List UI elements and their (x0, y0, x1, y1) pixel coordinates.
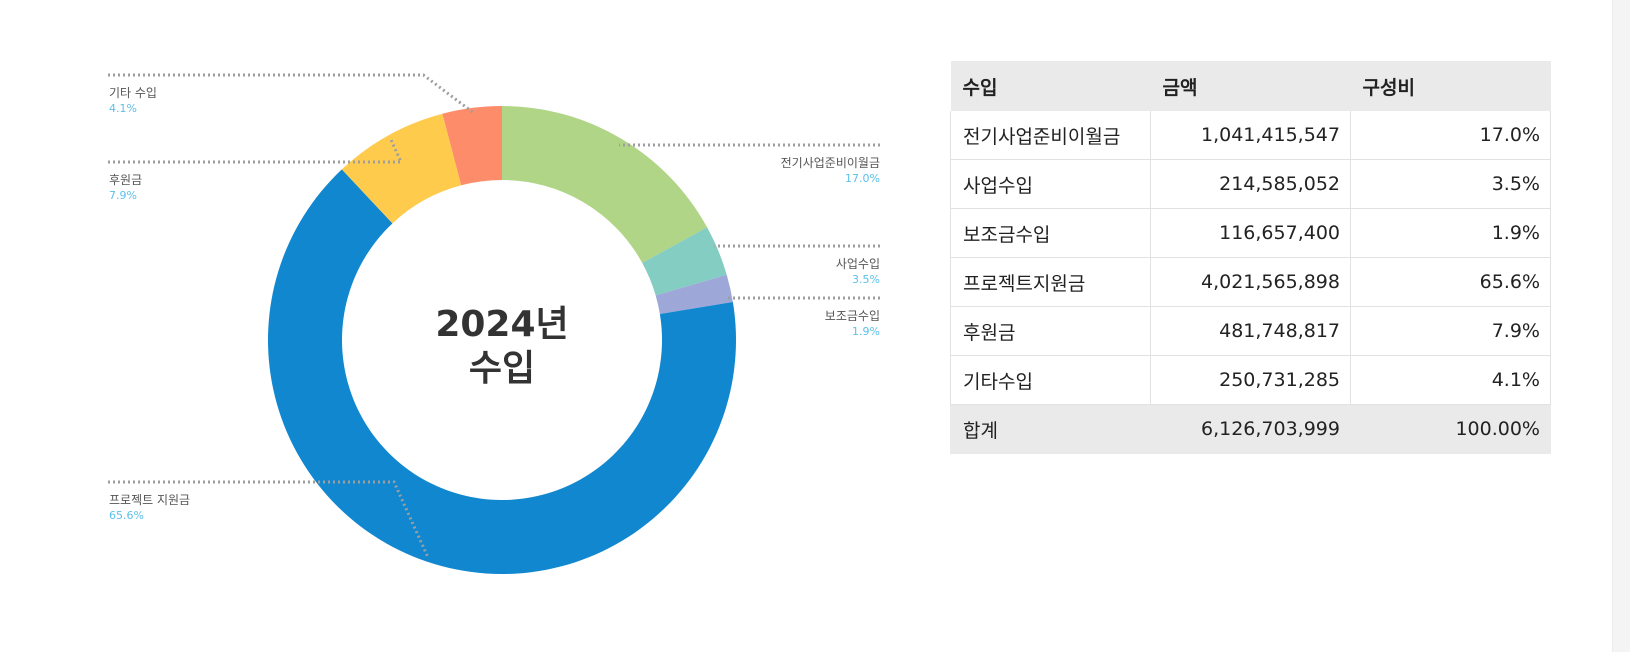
cell-item: 후원금 (950, 306, 1151, 356)
cell-amount: 481,748,817 (1150, 306, 1351, 356)
header-ratio: 구성비 (1350, 61, 1551, 111)
cell-amount: 250,731,285 (1150, 355, 1351, 405)
cell-ratio: 7.9% (1350, 306, 1551, 356)
callout-label: 사업수입 (836, 257, 880, 271)
donut-slice (341, 113, 462, 224)
cell-item: 사업수입 (950, 159, 1151, 209)
callout-percent: 1.9% (852, 325, 880, 338)
cell-amount: 116,657,400 (1150, 208, 1351, 258)
header-income: 수입 (950, 61, 1151, 111)
cell-ratio: 3.5% (1350, 159, 1551, 209)
table-row: 사업수입 214,585,052 3.5% (950, 159, 1551, 209)
cell-item: 보조금수입 (950, 208, 1151, 258)
income-table: 수입 금액 구성비 전기사업준비이월금 1,041,415,547 17.0% … (950, 61, 1551, 454)
callout-label: 기타 수입 (109, 86, 157, 100)
cell-amount: 1,041,415,547 (1150, 111, 1351, 160)
cell-amount: 214,585,052 (1150, 159, 1351, 209)
callout-label: 후원금 (109, 173, 142, 187)
callout-label: 보조금수입 (825, 309, 880, 323)
callout-percent: 17.0% (845, 172, 880, 185)
table-total-row: 합계 6,126,703,999 100.00% (950, 404, 1551, 454)
callout-leader-line (108, 73, 474, 114)
table-row: 보조금수입 116,657,400 1.9% (950, 208, 1551, 258)
donut-slice (267, 169, 736, 575)
page-scroll-edge (1612, 0, 1630, 652)
total-amount: 6,126,703,999 (1150, 404, 1351, 454)
cell-amount: 4,021,565,898 (1150, 257, 1351, 307)
table-row: 전기사업준비이월금 1,041,415,547 17.0% (950, 111, 1551, 160)
cell-ratio: 1.9% (1350, 208, 1551, 258)
donut-slice (642, 227, 727, 296)
table-row: 후원금 481,748,817 7.9% (950, 306, 1551, 356)
donut-slice (655, 274, 733, 314)
cell-item: 프로젝트지원금 (950, 257, 1151, 307)
cell-ratio: 4.1% (1350, 355, 1551, 405)
income-donut-chart: 기타 수입 4.1% 후원금 7.9% 프로젝트 지원금 65.6% 전기사업준비이월금 17… (108, 73, 880, 575)
cell-item: 기타수입 (950, 355, 1151, 405)
table-row: 프로젝트지원금 4,021,565,898 65.6% (950, 257, 1551, 307)
callout-percent: 4.1% (109, 102, 137, 115)
center-label-income: 수입 (469, 348, 535, 389)
center-label-year: 2024년 (435, 304, 568, 345)
callout-percent: 65.6% (109, 509, 144, 522)
donut-slices (267, 106, 736, 575)
table-header-row: 수입 금액 구성비 (950, 61, 1551, 111)
total-item: 합계 (950, 404, 1151, 454)
table-row: 기타수입 250,731,285 4.1% (950, 355, 1551, 405)
cell-ratio: 17.0% (1350, 111, 1551, 160)
callout-leader-line (108, 480, 430, 559)
callout-label: 프로젝트 지원금 (109, 493, 190, 507)
callout-labels: 기타 수입 4.1% 후원금 7.9% 프로젝트 지원금 65.6% 전기사업준비이월금 17… (108, 73, 880, 559)
header-amount: 금액 (1150, 61, 1351, 111)
donut-slice (502, 106, 708, 263)
total-ratio: 100.00% (1350, 404, 1551, 454)
cell-item: 전기사업준비이월금 (950, 111, 1151, 160)
callout-label: 전기사업준비이월금 (781, 156, 880, 170)
callout-percent: 7.9% (109, 189, 137, 202)
donut-slice (442, 106, 502, 186)
cell-ratio: 65.6% (1350, 257, 1551, 307)
callout-percent: 3.5% (852, 273, 880, 286)
